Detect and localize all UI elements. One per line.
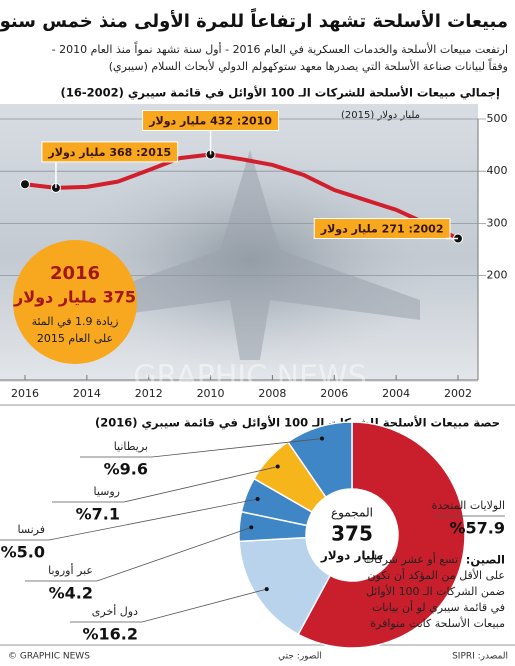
donut-slice — [297, 421, 466, 649]
watermark: GRAPHIC NEWS — [133, 360, 366, 395]
leader-line — [25, 527, 252, 582]
center-label: مليار دولار — [320, 549, 383, 564]
annotation-label: 2002: 271 مليار دولار — [320, 223, 444, 236]
panel-title: حصة مبيعات الأسلحة للشركات الـ 100 الأوا… — [95, 416, 500, 431]
annotation-label: 2010: 432 مليار دولار — [148, 114, 272, 127]
x-tick-label: 2012 — [135, 387, 163, 400]
y-tick-label: 200 — [487, 269, 508, 282]
leader-dot — [255, 497, 260, 502]
category-label: دول أخرى — [92, 604, 138, 618]
note-head: الصين: — [466, 553, 505, 567]
callout-value: 375 مليار دولار — [13, 288, 136, 307]
y-tick-label: 500 — [487, 112, 508, 125]
title: مبيعات الأسلحة تشهد ارتفاعاً للمرة الأول… — [0, 8, 508, 32]
note-line: في قائمة سيبري لو أن بيانات — [372, 600, 505, 614]
donut-center — [307, 490, 397, 580]
center-label: المجموع — [331, 506, 373, 521]
value-label: %57.9 — [449, 519, 505, 538]
leader-line — [70, 588, 267, 623]
category-label: بريطانيا — [114, 440, 148, 453]
line — [23, 152, 460, 241]
note-line: تسع أو عشر شركات — [364, 552, 458, 566]
leader-line — [80, 438, 323, 458]
category-label: الولايات المتحدة — [432, 499, 505, 512]
callout-note: على العام 2015 — [37, 332, 113, 345]
x-tick-label: 2008 — [258, 387, 286, 400]
value-label: %16.2 — [82, 625, 138, 644]
x-tick-label: 2010 — [197, 387, 225, 400]
category-label: عبر أوروبا — [48, 563, 93, 577]
leader-dot — [249, 525, 254, 530]
marker — [20, 179, 30, 190]
y-tick-label: 400 — [487, 164, 508, 177]
callout-year: 2016 — [50, 263, 100, 284]
category-label: روسيا — [93, 485, 120, 498]
callout-note: زيادة 1.9 في المئة — [32, 315, 119, 328]
leader-dot — [264, 587, 269, 592]
photo-credit: الصور: جتي — [278, 652, 322, 662]
leader-dot — [275, 464, 280, 469]
y-axis-label: مليار دولار (2015) — [341, 110, 420, 121]
note-line: ضمن الشركات الـ 100 الأوائل — [366, 584, 505, 598]
subtitle: وفقاً لبيانات صناعة الأسلحة التي يصدرها … — [109, 58, 508, 73]
callout-circle — [13, 240, 137, 364]
value-label: %5.0 — [1, 543, 45, 562]
annotation-label: 2015: 368 مليار دولار — [47, 146, 171, 159]
note-line: مبيعات الأسلحة كانت متوافرة — [370, 616, 505, 630]
annotation-box — [313, 218, 451, 240]
value-label: %9.6 — [104, 460, 148, 479]
x-tick-label: 2016 — [11, 387, 39, 400]
y-tick-label: 300 — [487, 216, 508, 229]
note-line: على الأقل من المؤكد أن تكون — [367, 568, 505, 582]
value-label: %4.2 — [49, 584, 93, 603]
annotation-box — [41, 141, 179, 163]
source: المصدر: SIPRI — [452, 652, 508, 662]
x-tick-label: 2014 — [73, 387, 101, 400]
credit: © GRAPHIC NEWS — [8, 652, 90, 662]
x-tick-label: 2004 — [382, 387, 410, 400]
panel-title: إجمالي مبيعات الأسلحة للشركات الـ 100 ال… — [61, 86, 500, 101]
x-tick-label: 2002 — [444, 387, 472, 400]
category-label: فرنسا — [17, 523, 45, 536]
photo-jet-shape — [80, 150, 420, 360]
x-tick-label: 2006 — [320, 387, 348, 400]
leader-dot — [319, 436, 324, 441]
center-label: 375 — [331, 522, 373, 546]
value-label: %7.1 — [76, 505, 120, 524]
leader-line — [52, 466, 278, 503]
subtitle: ارتفعت مبيعات الأسلحة والخدمات العسكرية … — [52, 41, 508, 56]
leader-line — [0, 498, 258, 541]
